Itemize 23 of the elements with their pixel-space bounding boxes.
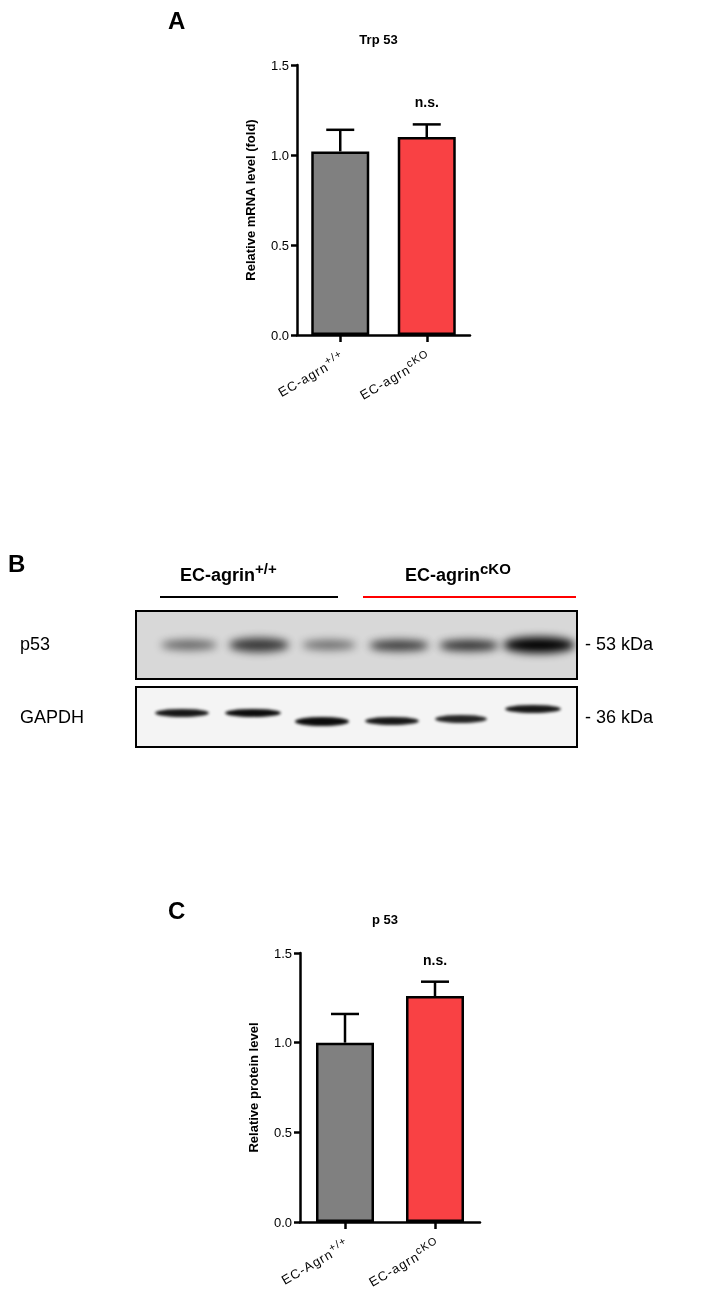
y-tick-label: 1.0	[270, 147, 289, 163]
text: - 53 kDa	[585, 634, 654, 655]
text: EC-agrin$^{+/+}$	[180, 560, 277, 586]
y-axis-title: Relative mRNA level (fold)	[243, 119, 258, 281]
y-tick-label: 0.5	[270, 237, 289, 253]
annotation: n.s.	[414, 94, 439, 111]
text: p53	[20, 634, 51, 655]
text: - 36 kDa	[585, 707, 654, 728]
y-tick-label: 1.5	[273, 945, 292, 961]
text: B	[8, 550, 26, 578]
y-tick-label: 1.0	[273, 1035, 292, 1051]
chart-title: p 53	[371, 912, 399, 927]
text: A	[168, 6, 186, 34]
chart-title: Trp 53	[359, 32, 398, 47]
y-tick-label: 0.0	[270, 327, 289, 343]
y-axis-title: Relative protein level	[246, 1022, 261, 1153]
text: EC-agrin$^{cKO}$	[405, 560, 511, 586]
text: GAPDH	[20, 707, 85, 728]
y-tick-label: 0.5	[273, 1124, 292, 1140]
y-tick-label: 1.5	[270, 57, 289, 73]
annotation: n.s.	[422, 951, 448, 968]
y-tick-label: 0.0	[273, 1214, 292, 1230]
text: C	[168, 896, 186, 924]
